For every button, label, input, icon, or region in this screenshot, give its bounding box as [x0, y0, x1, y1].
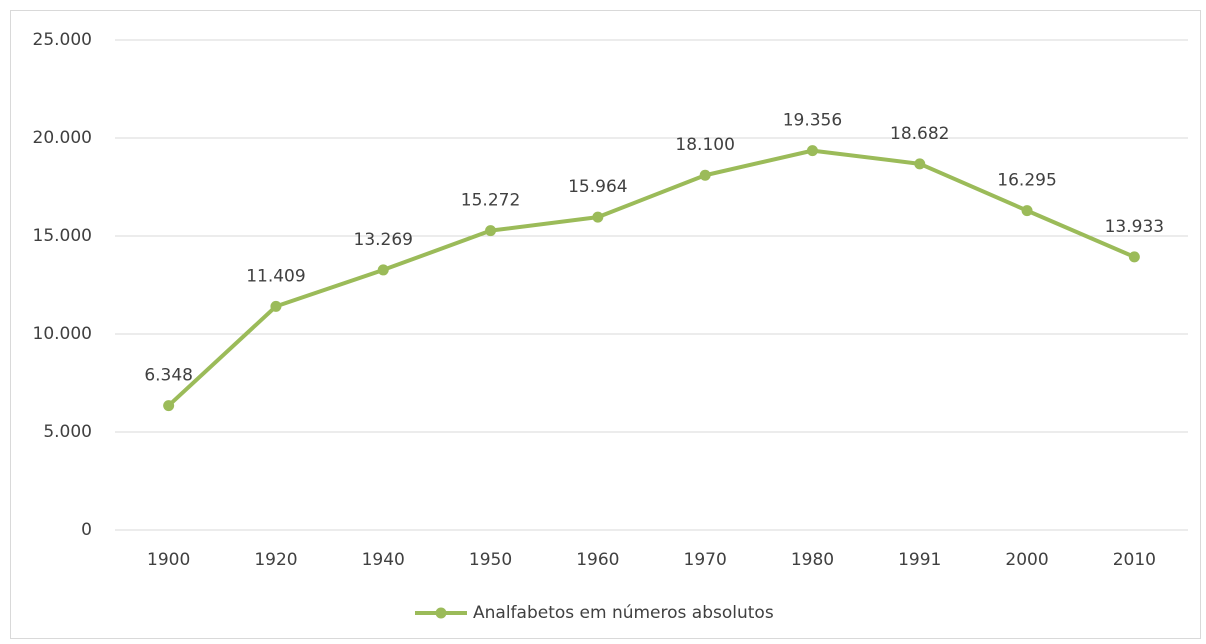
y-tick-label: 25.000 [33, 30, 92, 50]
legend-label: Analfabetos em números absolutos [473, 603, 774, 623]
x-tick-label: 1970 [684, 550, 727, 570]
x-tick-label: 1940 [362, 550, 405, 570]
data-label: 18.100 [675, 135, 734, 155]
x-tick-label: 2000 [1005, 550, 1048, 570]
x-tick-label: 1960 [576, 550, 619, 570]
x-tick-label: 1991 [898, 550, 941, 570]
y-tick-label: 10.000 [33, 324, 92, 344]
data-label: 11.409 [246, 266, 305, 286]
data-point [806, 145, 818, 157]
data-point [485, 225, 497, 237]
data-point [163, 400, 175, 412]
y-tick-label: 5.000 [43, 422, 92, 442]
data-point [377, 264, 389, 276]
data-label: 13.269 [354, 230, 413, 250]
x-tick-label: 1950 [469, 550, 512, 570]
data-label: 19.356 [783, 111, 842, 131]
x-tick-label: 2010 [1113, 550, 1156, 570]
data-point [1021, 205, 1033, 217]
x-tick-label: 1920 [254, 550, 297, 570]
data-point [270, 300, 282, 312]
legend-marker [435, 607, 447, 619]
data-point [914, 158, 926, 170]
y-tick-label: 15.000 [33, 226, 92, 246]
series-line [167, 148, 1136, 408]
y-tick-label: 0 [81, 520, 92, 540]
x-tick-label: 1900 [147, 550, 190, 570]
data-point [699, 169, 711, 181]
chart-border [10, 10, 1201, 639]
data-point [592, 211, 604, 223]
x-tick-label: 1980 [791, 550, 834, 570]
data-label: 15.964 [568, 177, 627, 197]
data-point [1128, 251, 1140, 263]
data-label: 16.295 [997, 171, 1056, 191]
data-label: 6.348 [144, 366, 193, 386]
data-label: 18.682 [890, 124, 949, 144]
data-label: 15.272 [461, 191, 520, 211]
data-label: 13.933 [1105, 217, 1164, 237]
y-tick-label: 20.000 [33, 128, 92, 148]
